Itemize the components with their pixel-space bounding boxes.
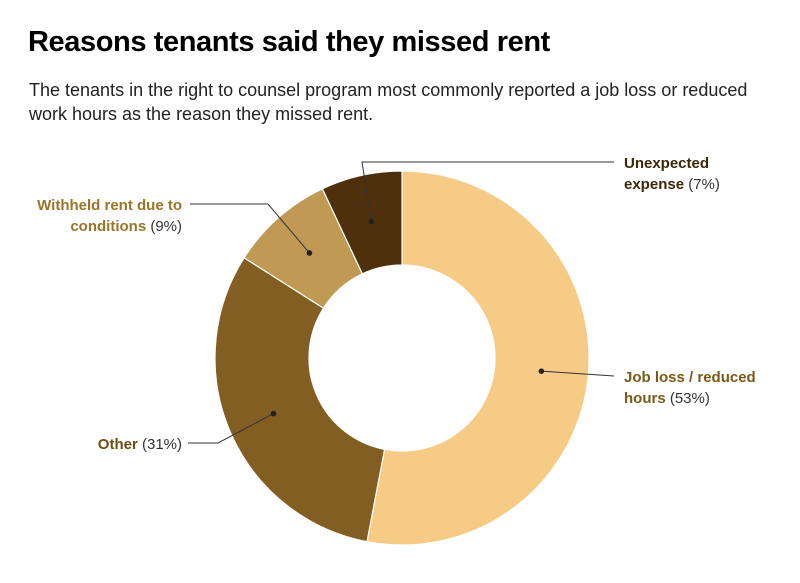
slice-percent-job-loss: (53%): [666, 390, 710, 407]
slice-percent-withheld-rent: (9%): [146, 218, 182, 235]
donut-slice-other: [214, 256, 386, 543]
leader-dot-withheld-rent: [306, 250, 313, 256]
slice-percent-other: (31%): [138, 436, 182, 453]
leader-dot-unexpected-expense: [368, 218, 375, 225]
donut-slice-job-loss: [366, 170, 590, 546]
leader-dot-job-loss: [538, 368, 545, 374]
chart-subtitle: The tenants in the right to counsel prog…: [29, 80, 748, 124]
chart-title: Reasons tenants said they missed rent: [28, 26, 550, 58]
leader-line-withheld-rent: [190, 203, 310, 254]
leader-line-other: [188, 413, 274, 444]
donut-slice-unexpected-expense: [321, 170, 403, 275]
slice-label-unexpected-expense: Unexpected expense (7%): [624, 155, 720, 193]
slice-label-job-loss: Job loss / reduced hours (53%): [624, 369, 756, 407]
leader-dot-other: [270, 410, 277, 417]
slice-label-other: Other (31%): [98, 436, 182, 453]
leader-line-unexpected-expense: [361, 161, 614, 222]
slice-label-withheld-rent: Withheld rent due to conditions (9%): [37, 197, 182, 235]
slice-percent-unexpected-expense: (7%): [684, 176, 720, 193]
leader-line-job-loss: [541, 370, 615, 377]
